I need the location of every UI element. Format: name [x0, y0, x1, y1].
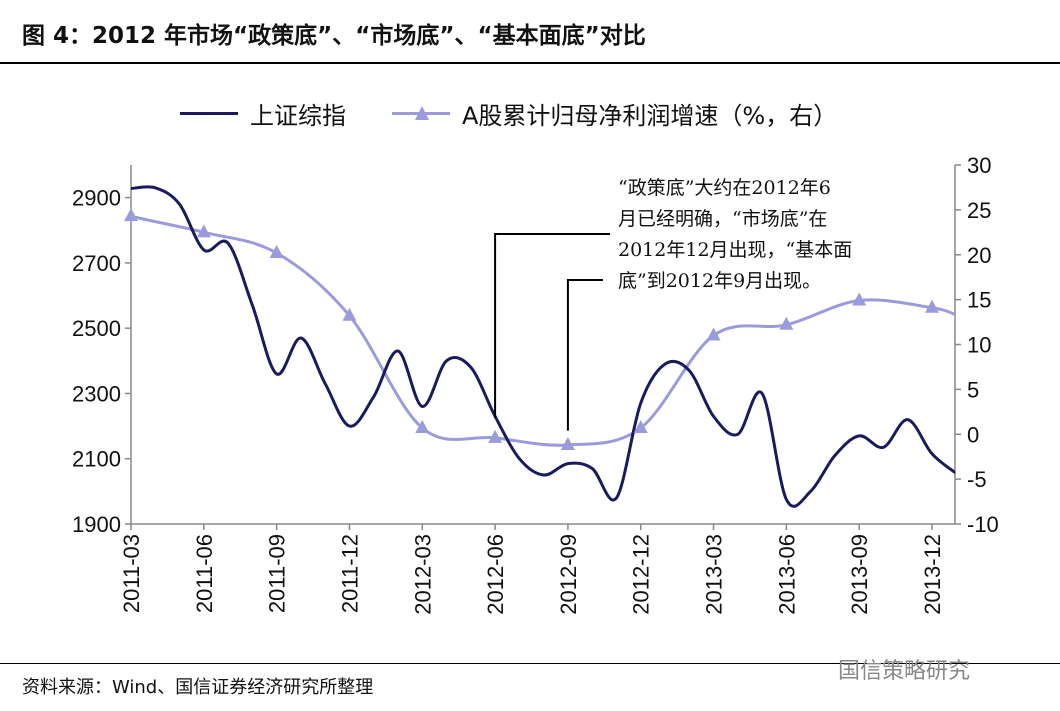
legend-item-profit: A股累计归母净利润增速（%，右） [392, 96, 837, 131]
right-tick-label: 20 [967, 243, 991, 268]
annotation-box: “政策底”大约在2012年6 月已经明确，“市场底”在 2012年12月出现，“… [618, 173, 928, 297]
triangle-marker-icon [415, 106, 429, 120]
x-tick-label: 2012-09 [556, 534, 581, 615]
right-tick-label: 5 [967, 377, 979, 402]
left-tick-label: 2300 [72, 381, 121, 406]
right-tick-label: 25 [967, 198, 991, 223]
right-tick-label: 0 [967, 422, 979, 447]
left-tick-label: 2700 [72, 251, 121, 276]
left-tick-label: 2900 [72, 186, 121, 211]
legend-label: A股累计归母净利润增速（%，右） [462, 102, 838, 130]
data-point-marker [633, 419, 648, 433]
data-point-marker [488, 429, 503, 443]
source-note: 资料来源：Wind、国信证券经济研究所整理 [22, 677, 374, 698]
x-tick-label: 2011-09 [265, 534, 290, 613]
left-tick-label: 2100 [72, 447, 121, 472]
data-point-marker [342, 307, 357, 321]
x-tick-label: 2013-03 [702, 534, 727, 615]
x-tick-label: 2011-06 [192, 534, 217, 613]
legend: 上证综指 A股累计归母净利润增速（%，右） [180, 96, 883, 131]
policy-bottom-leader [494, 233, 610, 418]
annotation-line: “政策底”大约在2012年6 [618, 177, 831, 199]
right-tick-label: -10 [967, 512, 999, 537]
data-point-marker [706, 327, 721, 341]
right-tick-label: 30 [967, 153, 991, 178]
sse-index-line [131, 185, 955, 508]
x-tick-label: 2013-12 [920, 534, 945, 615]
x-tick-label: 2013-09 [847, 534, 872, 615]
legend-item-index: 上证综指 [180, 96, 346, 131]
data-point-marker [124, 208, 138, 222]
legend-line-swatch [180, 112, 238, 115]
data-point-marker [560, 437, 575, 451]
left-tick-label: 1900 [72, 512, 121, 537]
data-point-marker [269, 244, 284, 258]
annotation-line: 月已经明确，“市场底”在 [618, 208, 828, 230]
x-tick-label: 2012-03 [410, 534, 435, 615]
footer-divider [0, 663, 1060, 664]
x-tick-label: 2013-06 [774, 534, 799, 615]
left-tick-label: 2500 [72, 316, 121, 341]
fundamental-bottom-leader [566, 279, 603, 431]
right-tick-label: -5 [967, 467, 987, 492]
watermark: 国信策略研究 [838, 659, 971, 684]
profit-growth-line [131, 214, 955, 447]
data-point-marker [196, 224, 211, 238]
x-tick-label: 2011-12 [337, 534, 362, 613]
data-point-marker [852, 292, 867, 306]
chart-title: 图 4：2012 年市场“政策底”、“市场底”、“基本面底”对比 [22, 23, 646, 49]
x-tick-label: 2011-03 [119, 534, 144, 613]
x-tick-label: 2012-12 [629, 534, 654, 615]
data-point-marker [925, 299, 939, 313]
title-divider [0, 62, 1060, 64]
x-tick-label: 2012-06 [483, 534, 508, 615]
right-tick-label: 10 [967, 333, 991, 358]
annotation-line: 底”到2012年9月出现。 [618, 270, 822, 292]
legend-line-swatch [392, 106, 450, 120]
annotation-line: 2012年12月出现，“基本面 [618, 239, 853, 261]
right-tick-label: 15 [967, 288, 991, 313]
data-point-marker [415, 419, 430, 433]
data-point-marker [779, 316, 794, 330]
legend-label: 上证综指 [250, 102, 346, 130]
